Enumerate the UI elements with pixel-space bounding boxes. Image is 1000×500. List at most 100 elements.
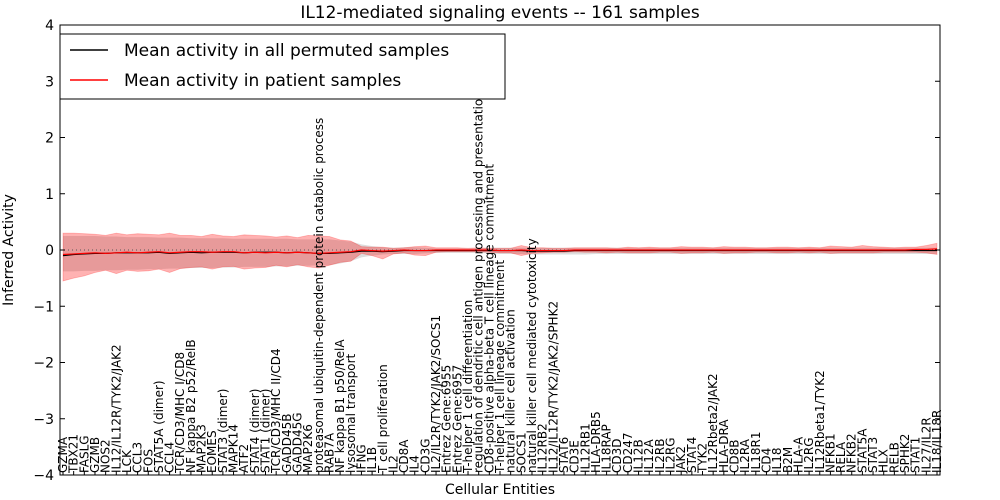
x-tick-label: IL1B — [365, 447, 379, 473]
x-tick-label: CD3G — [418, 438, 432, 473]
x-tick-label: ATF2 — [237, 444, 251, 473]
x-tick-label: IL12B — [632, 439, 646, 473]
x-tick-label: proteasomal ubiquitin-dependent protein … — [312, 118, 326, 473]
x-tick-label: STAT5A — [855, 428, 869, 473]
x-tick-label: STAT3 — [866, 437, 880, 473]
legend: Mean activity in all permuted samples Me… — [59, 33, 506, 100]
plot-frame — [59, 24, 941, 476]
x-tick-label: T cell proliferation — [376, 364, 390, 474]
x-tick-label: IL12RB2 — [536, 423, 550, 473]
y-tick-label: −2 — [33, 356, 54, 372]
confidence-band-patient — [62, 232, 938, 282]
x-tick-label: NFKB1 — [823, 433, 837, 473]
x-tick-label: GADD45B — [280, 414, 294, 474]
x-tick-label: EOMES — [205, 430, 219, 473]
y-tick-label: −3 — [33, 412, 54, 428]
legend-label-permuted: Mean activity in all permuted samples — [124, 41, 449, 61]
x-tick-label: IL12/IL12R/TYK2/JAK2/SPHK2 — [546, 301, 560, 473]
series-line-patient — [62, 248, 938, 256]
x-tick-label: IL12/IL12R/TYK2/JAK2 — [109, 344, 123, 473]
x-tick-label: MAPK14 — [227, 424, 241, 473]
x-tick-label: STAT1 (dimer) — [259, 389, 273, 473]
x-tick-label: HLA-DRB5 — [589, 411, 603, 473]
chart-title: IL12-mediated signaling events -- 161 sa… — [300, 3, 700, 23]
x-tick-label: T-helper 1 cell lineage commitment — [493, 260, 507, 474]
x-tick-label: NOS2 — [99, 439, 113, 473]
x-tick-label: IL18 — [770, 448, 784, 474]
confidence-band-permuted — [63, 235, 937, 272]
x-tick-label: GZMB — [88, 437, 102, 473]
x-tick-label: Entrez Gene:6955 — [440, 365, 454, 473]
x-tick-label: STAT4 (dimer) — [248, 389, 262, 473]
x-tick-label: NF kappa B1 p50/RelA — [333, 339, 347, 473]
x-tick-label: SOCS1 — [514, 432, 528, 473]
x-tick-label: RAB7A — [322, 432, 336, 473]
x-tick-label: STAT3 (dimer) — [216, 389, 230, 473]
x-tick-label: RELB — [887, 442, 901, 473]
x-tick-label: IL18R1 — [749, 432, 763, 473]
x-tick-label: STAT6 — [557, 437, 571, 473]
series-lines — [62, 248, 938, 257]
x-tick-label: JAK2 — [674, 446, 688, 474]
x-tick-label: lysosomal transport — [344, 353, 358, 473]
legend-label-patient: Mean activity in patient samples — [124, 71, 401, 91]
x-tick-label: IL18RAP — [600, 424, 614, 473]
x-tick-label: IL2RB — [653, 439, 667, 473]
x-tick-labels: GZMATBX21FASLGGZMBNOS2IL12/IL12R/TYK2/JA… — [56, 91, 944, 475]
x-tick-label: IL27/IL2R — [919, 417, 933, 473]
x-tick-label: TBX21 — [67, 434, 81, 474]
x-tick-label: CD3E — [568, 440, 582, 473]
x-tick-label: STAT5A (dimer) — [152, 380, 166, 473]
y-tick-label: 3 — [45, 74, 54, 90]
x-tick-label: TCR/CD3/MHC I/CD8 — [173, 352, 187, 474]
x-tick-label: Entrez Gene:6957 — [450, 365, 464, 473]
x-tick-label: HLA-A — [791, 436, 805, 473]
x-tick-label: TCR/CD3/MHC II/CD4 — [269, 348, 283, 474]
x-tick-label: natural killer cell activation — [504, 309, 518, 473]
x-tick-label: IL12A — [642, 439, 656, 473]
x-tick-label: GADD45G — [290, 412, 304, 473]
y-tick-label: 0 — [45, 243, 54, 259]
x-tick-label: IL12Rbeta2/JAK2 — [706, 373, 720, 473]
legend-box — [59, 33, 506, 100]
x-tick-label: T-helper 1 cell differentiation — [461, 300, 475, 474]
confidence-bands — [62, 232, 938, 282]
x-tick-label: IL4 — [408, 455, 422, 473]
x-tick-label: LCK — [120, 449, 134, 473]
x-tick-label: B2M — [781, 447, 795, 473]
y-axis-label: Inferred Activity — [1, 194, 17, 306]
x-tick-label: CD247 — [621, 432, 635, 473]
x-tick-label: STAT1 — [909, 437, 923, 473]
x-tick-label: HLA-DRA — [717, 419, 731, 473]
x-tick-label: NF kappa B2 p52/RelB — [184, 339, 198, 473]
x-tick-label: CD4 — [759, 448, 773, 473]
x-tick-label: CCL4 — [163, 442, 177, 473]
y-tick-label: 4 — [45, 18, 54, 34]
x-tick-label: IL12Rbeta1/TYK2 — [813, 370, 827, 473]
x-tick-label: natural killer cell mediated cytotoxicit… — [525, 238, 539, 473]
x-tick-label: RELA — [834, 441, 848, 473]
x-tick-label: IL2RA — [738, 438, 752, 473]
x-tick-label: MAP2K3 — [195, 424, 209, 473]
x-tick-label: HLX — [877, 449, 891, 473]
y-tick-label: −1 — [33, 299, 54, 315]
x-tick-label: CD8-positive alpha-beta T cell lineage c… — [482, 164, 496, 473]
x-tick-label: IL12RB1 — [578, 423, 592, 473]
x-tick-label: CD8B — [727, 440, 741, 474]
x-tick-label: CD8A — [397, 439, 411, 473]
y-tick-label: 2 — [45, 131, 54, 147]
x-tick-label: TYK2 — [696, 443, 710, 474]
x-tick-label: SPHK2 — [898, 434, 912, 473]
x-tick-label: CD3D — [610, 439, 624, 474]
x-tick-label: IFNG — [354, 444, 368, 473]
x-tick-label: STAT4 — [685, 437, 699, 473]
x-tick-label: IL2 — [386, 455, 400, 473]
x-tick-label: IL2/IL2R/TYK2/JAK2/SOCS1 — [429, 315, 443, 473]
x-tick-label: MAP2K6 — [301, 424, 315, 473]
x-tick-label: FASLG — [77, 435, 91, 473]
y-tick-label: 1 — [45, 187, 54, 203]
x-tick-label: regulation of dendritic cell antigen pro… — [472, 91, 486, 473]
y-tick-label: −4 — [33, 468, 54, 484]
x-tick-label: CCL3 — [131, 442, 145, 473]
x-tick-label: NFKB2 — [845, 433, 859, 473]
